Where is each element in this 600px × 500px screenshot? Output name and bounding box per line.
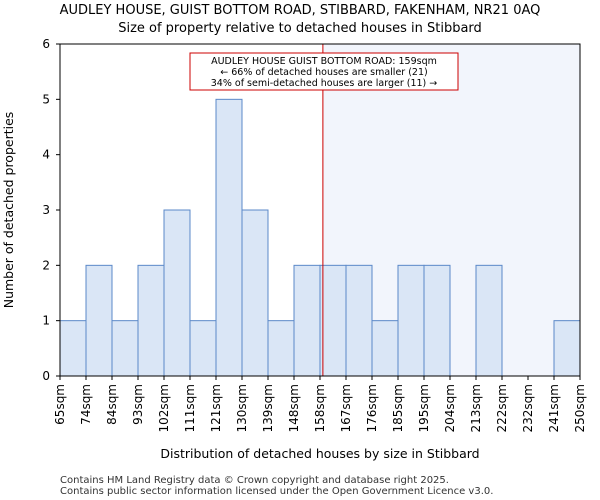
annotation-line-2: ← 66% of detached houses are smaller (21…: [220, 67, 427, 78]
bar-241sqm: [553, 320, 581, 377]
y-tick-label: 4: [42, 148, 50, 162]
x-tick-label: 111sqm: [183, 384, 197, 432]
bar-213sqm: [475, 264, 503, 377]
y-tick-label: 2: [42, 258, 50, 272]
x-tick-label: 250sqm: [573, 384, 587, 432]
bar-176sqm: [371, 320, 399, 377]
bar-148sqm: [293, 264, 321, 377]
x-tick-label: 130sqm: [235, 384, 249, 432]
bar-65sqm: [59, 320, 87, 377]
x-tick-label: 139sqm: [261, 384, 275, 432]
x-tick-label: 158sqm: [313, 384, 327, 432]
annotation-rect: [189, 52, 459, 91]
chart-subtitle: Size of property relative to detached ho…: [118, 21, 482, 36]
bar-130sqm: [241, 209, 269, 377]
chart-title: AUDLEY HOUSE, GUIST BOTTOM ROAD, STIBBAR…: [59, 3, 541, 18]
bar-195sqm: [423, 264, 451, 377]
x-tick-label: 167sqm: [339, 384, 353, 432]
x-tick-label: 185sqm: [391, 384, 405, 432]
y-tick-label: 6: [42, 37, 50, 51]
bar-158sqm: [319, 264, 347, 377]
bar-121sqm: [215, 98, 243, 377]
y-axis-label: Number of detached properties: [1, 112, 16, 309]
x-tick-label: 84sqm: [105, 384, 119, 425]
bar-111sqm: [189, 320, 217, 377]
x-tick-label: 65sqm: [53, 384, 67, 425]
bar-167sqm: [345, 264, 373, 377]
footer-line-1: Contains HM Land Registry data © Crown c…: [60, 475, 449, 486]
annotation-line-1: AUDLEY HOUSE GUIST BOTTOM ROAD: 159sqm: [211, 56, 437, 67]
x-tick-label: 195sqm: [417, 384, 431, 432]
x-tick-label: 74sqm: [79, 384, 93, 425]
y-tick-label: 1: [42, 314, 50, 328]
x-tick-label: 222sqm: [495, 384, 509, 432]
x-tick-label: 121sqm: [209, 384, 223, 432]
x-tick-label: 176sqm: [365, 384, 379, 432]
y-tick-label: 5: [42, 92, 50, 106]
x-tick-label: 204sqm: [443, 384, 457, 432]
bar-139sqm: [267, 320, 295, 377]
bar-74sqm: [85, 264, 113, 377]
x-axis-label: Distribution of detached houses by size …: [160, 446, 479, 461]
x-tick-label: 93sqm: [131, 384, 145, 425]
bar-185sqm: [397, 264, 425, 377]
x-tick-label: 148sqm: [287, 384, 301, 432]
y-tick-label: 3: [42, 203, 50, 217]
annotation-box: AUDLEY HOUSE GUIST BOTTOM ROAD: 159sqm ←…: [189, 52, 459, 91]
x-tick-label: 213sqm: [469, 384, 483, 432]
bar-84sqm: [111, 320, 139, 377]
x-tick-label: 102sqm: [157, 384, 171, 432]
annotation-line-3: 34% of semi-detached houses are larger (…: [211, 78, 438, 89]
x-tick-label: 232sqm: [521, 384, 535, 432]
bar-93sqm: [137, 264, 165, 377]
y-tick-label: 0: [42, 369, 50, 383]
bar-102sqm: [163, 209, 191, 377]
x-tick-label: 241sqm: [547, 384, 561, 432]
footer-line-2: Contains public sector information licen…: [60, 486, 494, 497]
